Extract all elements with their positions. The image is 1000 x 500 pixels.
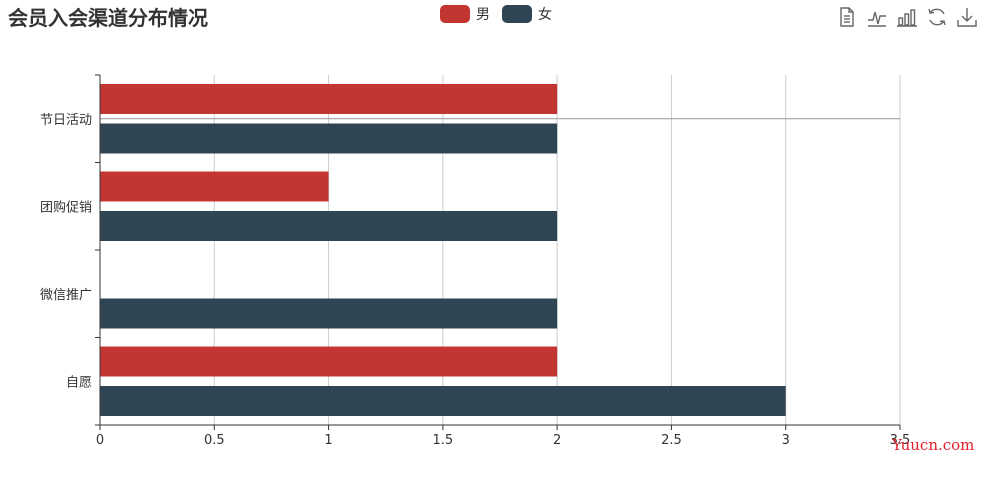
bar <box>100 211 558 241</box>
chart-legend: 男 女 <box>440 4 564 24</box>
x-tick-label: 2 <box>553 433 561 448</box>
save-image-icon[interactable] <box>956 6 978 28</box>
bar <box>100 123 558 154</box>
y-tick-label: 团购促销 <box>40 199 92 215</box>
x-tick-label: 0.5 <box>204 433 225 448</box>
legend-swatch-male <box>440 5 470 23</box>
x-tick-label: 2.5 <box>661 433 682 448</box>
x-tick-label: 3 <box>782 433 790 448</box>
bar <box>100 346 558 377</box>
legend-swatch-female <box>502 5 532 23</box>
bar <box>100 386 786 416</box>
bar <box>100 298 558 329</box>
watermark: Yuucn.com <box>892 436 975 454</box>
y-tick-label: 微信推广 <box>40 288 92 303</box>
chart-toolbox <box>836 6 978 28</box>
x-tick-label: 1.5 <box>433 433 454 448</box>
legend-label-male: 男 <box>476 7 490 23</box>
y-tick-label: 节日活动 <box>40 113 92 128</box>
x-tick-label: 1 <box>324 433 332 448</box>
y-tick-label: 自愿 <box>66 375 92 390</box>
x-tick-label: 3.5 <box>890 433 911 448</box>
bar <box>100 171 329 202</box>
bar <box>100 84 558 114</box>
x-tick-label: 0 <box>96 433 104 448</box>
data-view-icon[interactable] <box>836 6 858 28</box>
legend-label-female: 女 <box>538 7 552 23</box>
bar-chart-icon[interactable] <box>896 6 918 28</box>
legend-item-male[interactable]: 男 <box>440 4 490 24</box>
chart-title: 会员入会渠道分布情况 <box>8 6 208 30</box>
legend-item-female[interactable]: 女 <box>502 4 552 24</box>
restore-icon[interactable] <box>926 6 948 28</box>
line-chart-icon[interactable] <box>866 6 888 28</box>
